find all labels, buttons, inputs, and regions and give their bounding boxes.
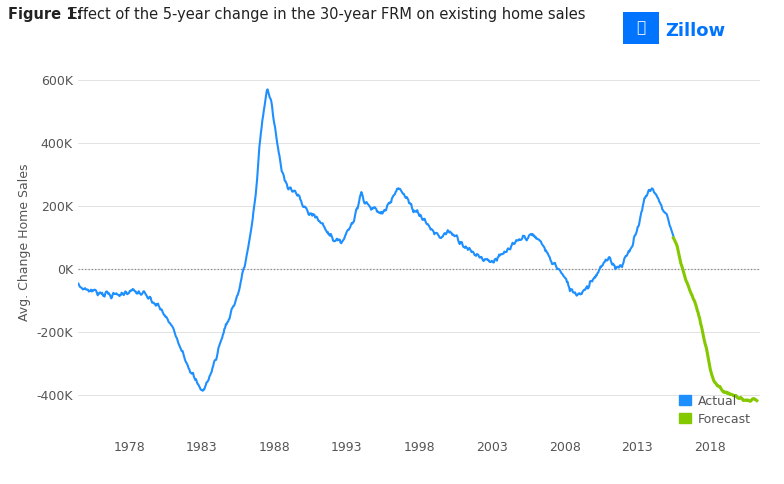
Text: ℤ: ℤ bbox=[637, 21, 645, 35]
Text: Figure 1:: Figure 1: bbox=[8, 7, 82, 22]
Y-axis label: Avg. Change Home Sales: Avg. Change Home Sales bbox=[18, 163, 31, 321]
Legend: Actual, Forecast: Actual, Forecast bbox=[675, 391, 754, 429]
Text: Effect of the 5-year change in the 30-year FRM on existing home sales: Effect of the 5-year change in the 30-ye… bbox=[64, 7, 586, 22]
Text: Zillow: Zillow bbox=[665, 21, 725, 40]
